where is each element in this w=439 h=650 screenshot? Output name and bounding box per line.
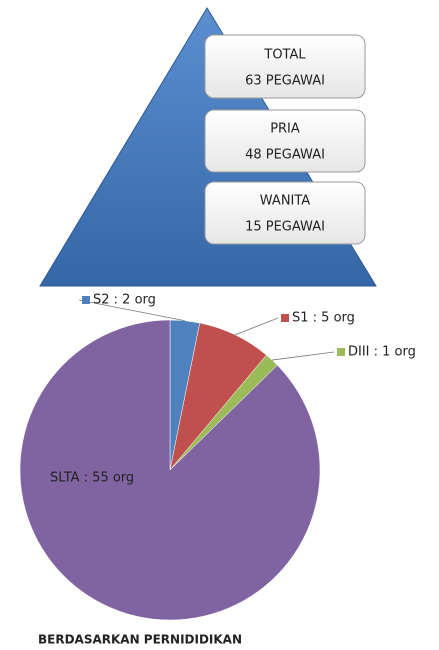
box-label: PRIA [270, 122, 300, 137]
slice-label: SLTA : 55 org [50, 471, 134, 486]
box-value: 48 PEGAWAI [245, 148, 325, 163]
box-value: 15 PEGAWAI [245, 220, 325, 235]
chart-title: BERDASARKAN PERNIDIDIKAN [38, 633, 242, 647]
box-label: TOTAL [263, 48, 306, 63]
legend-key [337, 348, 345, 356]
slice-label: S2 : 2 org [93, 293, 156, 308]
leader-line [272, 352, 334, 360]
box [205, 182, 365, 244]
pyramid-box: TOTAL 63 PEGAWAI [205, 35, 365, 98]
page: TOTAL 63 PEGAWAI PRIA 48 PEGAWAI WANITA … [0, 0, 439, 650]
legend-key [281, 314, 289, 322]
slice-label: S1 : 5 org [292, 311, 355, 326]
legend-key [82, 296, 90, 304]
pyramid-box: PRIA 48 PEGAWAI [205, 110, 365, 172]
box [205, 110, 365, 172]
leader-line [235, 318, 278, 335]
box-value: 63 PEGAWAI [245, 74, 325, 89]
box-label: WANITA [260, 194, 311, 209]
pyramid-box: WANITA 15 PEGAWAI [205, 182, 365, 244]
page-canvas: TOTAL 63 PEGAWAI PRIA 48 PEGAWAI WANITA … [0, 0, 439, 650]
box [205, 35, 365, 98]
slice-label: DIII : 1 org [348, 345, 416, 360]
